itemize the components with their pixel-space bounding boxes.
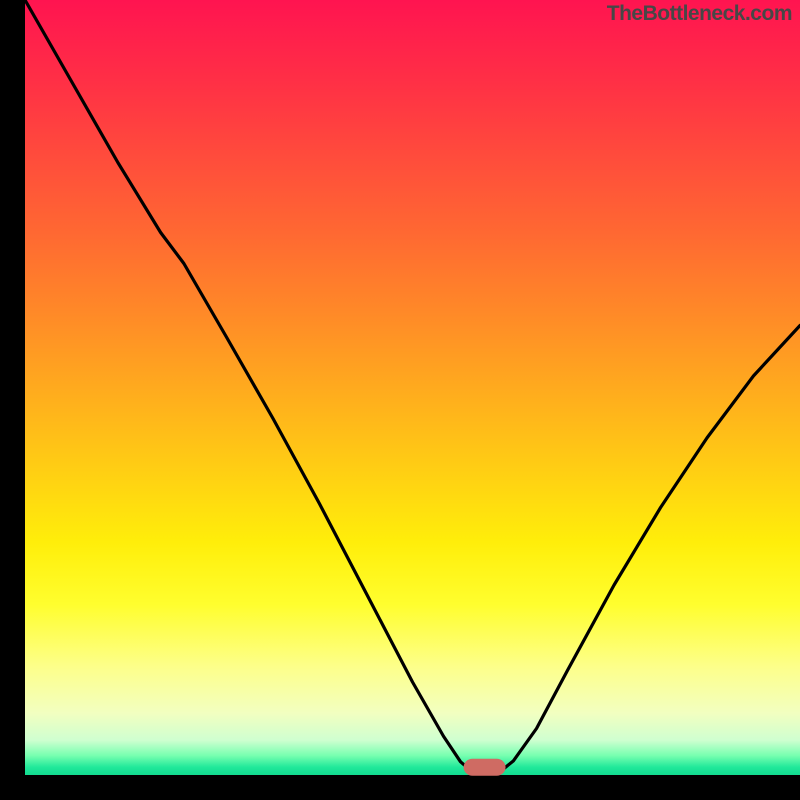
optimum-marker	[464, 759, 506, 776]
plot-background	[25, 0, 800, 775]
chart-container: TheBottleneck.com	[0, 0, 800, 800]
bottleneck-chart	[0, 0, 800, 800]
attribution-label: TheBottleneck.com	[607, 2, 792, 26]
